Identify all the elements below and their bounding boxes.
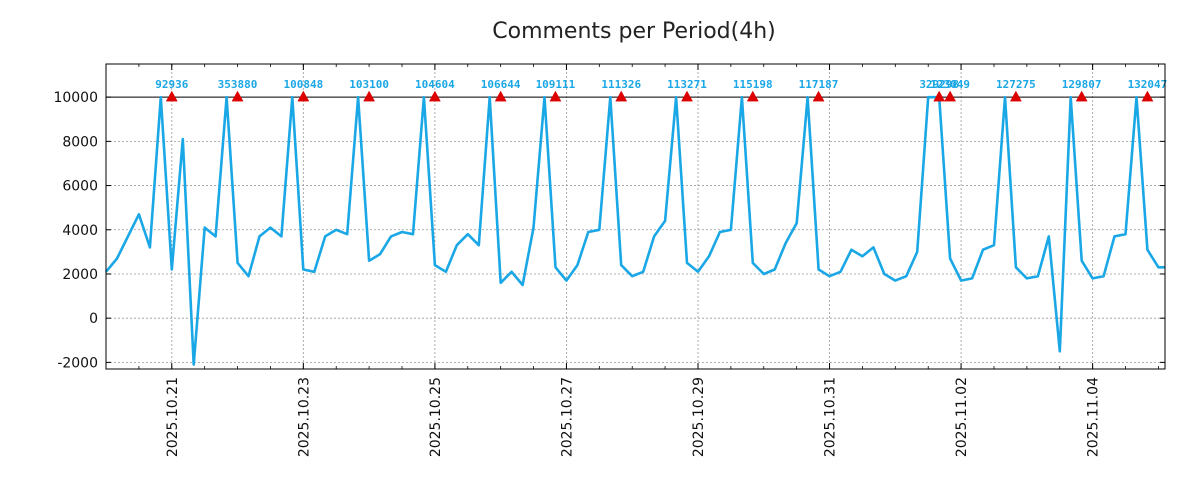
peak-value-label: 117187 (799, 78, 839, 91)
peak-marker (363, 90, 376, 102)
peak-value-label: 92936 (155, 78, 188, 91)
peak-marker (681, 90, 693, 102)
peak-marker (1075, 90, 1088, 102)
peak-value-label: 106644 (481, 78, 521, 91)
peak-value-label: 100848 (283, 78, 323, 91)
peak-value-label: 129807 (1062, 78, 1102, 91)
y-tick-label: 2000 (62, 267, 98, 283)
peak-value-label: 109111 (536, 78, 576, 91)
plot-frame (105, 63, 1166, 370)
peak-marker (615, 90, 628, 102)
peak-marker (231, 90, 244, 102)
y-axis: -2000 0 2000 4000 6000 8000 10000 (53, 90, 1165, 371)
peak-value-label: 111326 (601, 78, 641, 91)
peak-value-label: 353880 (218, 78, 258, 91)
peak-value-label: 329298 (919, 78, 959, 91)
peak-labels: 92936 353880 100848 103100 104604 106644 10911… (155, 78, 1167, 91)
peak-marker (549, 90, 562, 102)
x-tick-label: 2025.10.23 (296, 377, 312, 457)
peak-marker (1141, 90, 1154, 102)
x-tick-label: 2025.10.21 (165, 377, 181, 457)
x-tick-label: 2025.10.29 (691, 377, 707, 457)
comments-series-line (104, 95, 1165, 366)
x-tick-label: 2025.11.04 (1086, 377, 1102, 457)
x-tick-label: 2025.10.27 (559, 377, 575, 457)
x-tick-label: 2025.10.25 (428, 377, 444, 457)
peak-value-label: 113271 (667, 78, 707, 91)
peak-marker (933, 90, 946, 102)
peak-marker (1009, 90, 1022, 102)
chart-title: Comments per Period(4h) (492, 19, 776, 44)
peak-value-label: 103100 (349, 78, 389, 91)
peak-value-label: 123049 (930, 78, 970, 91)
peak-marker (944, 90, 957, 102)
y-tick-label: 4000 (62, 223, 98, 239)
peak-marker (812, 90, 825, 102)
y-tick-label: -2000 (57, 355, 98, 371)
peak-value-label: 115198 (733, 78, 773, 91)
series-line (104, 95, 1165, 366)
y-tick-label: 10000 (53, 90, 98, 106)
x-tick-label: 2025.11.02 (954, 377, 970, 457)
y-tick-label: 6000 (62, 179, 98, 195)
peak-value-label: 132047 (1128, 78, 1168, 91)
x-axis: 2025.10.21 2025.10.23 2025.10.25 2025.10.27… (138, 64, 1159, 457)
y-tick-label: 8000 (62, 134, 98, 150)
peak-marker (746, 90, 759, 102)
peak-marker (165, 90, 178, 102)
peak-marker (428, 90, 441, 102)
peak-value-label: 127275 (996, 78, 1036, 91)
peak-marker (494, 90, 507, 102)
peak-markers (165, 90, 1154, 102)
y-tick-label: 0 (89, 311, 98, 327)
peak-marker (297, 90, 310, 102)
x-tick-label: 2025.10.31 (823, 377, 839, 457)
peak-value-label: 104604 (415, 78, 455, 91)
